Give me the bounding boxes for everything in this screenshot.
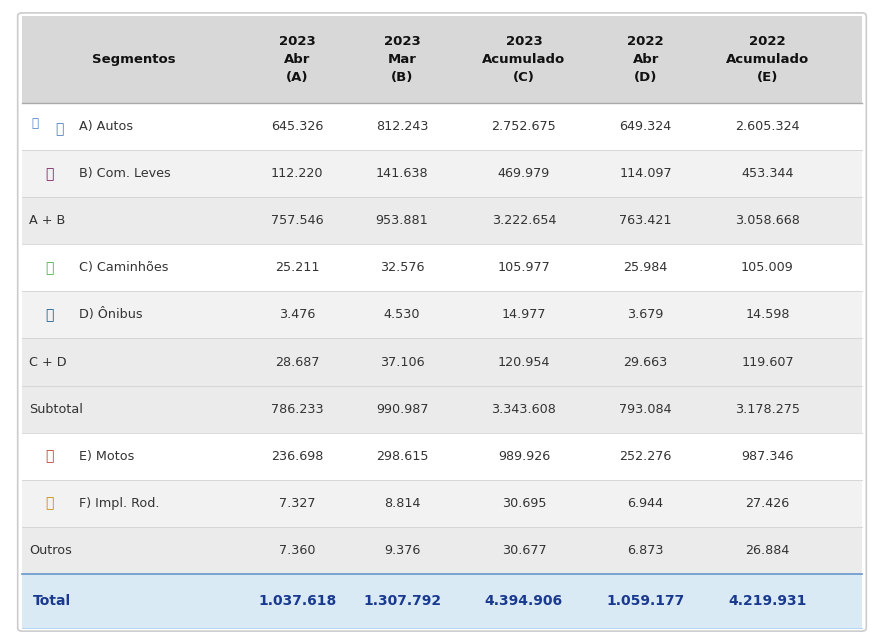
Text: 3.222.654: 3.222.654 — [492, 214, 556, 227]
Text: 2.605.324: 2.605.324 — [735, 120, 800, 133]
Text: 29.663: 29.663 — [623, 355, 667, 368]
Text: 30.677: 30.677 — [501, 544, 546, 557]
Text: A + B: A + B — [29, 214, 65, 227]
Text: 645.326: 645.326 — [271, 120, 324, 133]
Text: 649.324: 649.324 — [620, 120, 672, 133]
Text: 469.979: 469.979 — [498, 167, 550, 180]
Text: 27.426: 27.426 — [745, 497, 789, 509]
Text: 🚌: 🚌 — [45, 308, 54, 322]
Text: 4.219.931: 4.219.931 — [728, 594, 806, 608]
Text: 26.884: 26.884 — [745, 544, 789, 557]
Text: 🏍: 🏍 — [45, 449, 54, 463]
Text: 3.679: 3.679 — [628, 308, 664, 321]
Text: 3.058.668: 3.058.668 — [735, 214, 800, 227]
Text: 2022
Acumulado
(E): 2022 Acumulado (E) — [726, 35, 809, 84]
Bar — [22, 103, 862, 150]
Text: 8.814: 8.814 — [384, 497, 421, 509]
Text: 14.598: 14.598 — [745, 308, 789, 321]
Text: 141.638: 141.638 — [376, 167, 429, 180]
Text: 🚗: 🚗 — [32, 117, 39, 130]
Text: 2.752.675: 2.752.675 — [492, 120, 556, 133]
Text: C + D: C + D — [29, 355, 67, 368]
Text: 105.009: 105.009 — [741, 261, 794, 274]
Text: 7.360: 7.360 — [278, 544, 316, 557]
Bar — [22, 480, 862, 527]
Text: 30.695: 30.695 — [501, 497, 546, 509]
Text: 3.178.275: 3.178.275 — [735, 402, 800, 415]
Text: 6.944: 6.944 — [628, 497, 664, 509]
Text: 6.873: 6.873 — [628, 544, 664, 557]
Text: Segmentos: Segmentos — [92, 53, 175, 66]
Text: 757.546: 757.546 — [271, 214, 324, 227]
Text: 🚛: 🚛 — [45, 496, 54, 510]
Text: 793.084: 793.084 — [620, 402, 672, 415]
Text: 1.307.792: 1.307.792 — [363, 594, 441, 608]
Text: D) Ônibus: D) Ônibus — [79, 308, 142, 321]
Text: 28.687: 28.687 — [275, 355, 319, 368]
Bar — [22, 16, 862, 103]
Text: 298.615: 298.615 — [376, 450, 429, 462]
Text: 987.346: 987.346 — [741, 450, 794, 462]
Text: 105.977: 105.977 — [498, 261, 550, 274]
Text: 1.037.618: 1.037.618 — [258, 594, 336, 608]
Text: 786.233: 786.233 — [271, 402, 324, 415]
Text: 2023
Acumulado
(C): 2023 Acumulado (C) — [483, 35, 566, 84]
Text: 812.243: 812.243 — [376, 120, 429, 133]
Text: B) Com. Leves: B) Com. Leves — [79, 167, 171, 180]
Bar — [22, 339, 862, 386]
Bar — [22, 386, 862, 433]
Text: F) Impl. Rod.: F) Impl. Rod. — [79, 497, 159, 509]
Text: 252.276: 252.276 — [620, 450, 672, 462]
Text: 989.926: 989.926 — [498, 450, 550, 462]
Text: 120.954: 120.954 — [498, 355, 550, 368]
Text: E) Motos: E) Motos — [79, 450, 134, 462]
Text: 119.607: 119.607 — [741, 355, 794, 368]
Bar — [22, 197, 862, 244]
Text: 2023
Mar
(B): 2023 Mar (B) — [384, 35, 421, 84]
Text: 2022
Abr
(D): 2022 Abr (D) — [628, 35, 664, 84]
Text: 🚚: 🚚 — [45, 167, 54, 181]
Text: 25.984: 25.984 — [623, 261, 667, 274]
Text: 4.394.906: 4.394.906 — [484, 594, 563, 608]
Text: 763.421: 763.421 — [620, 214, 672, 227]
Text: 453.344: 453.344 — [741, 167, 794, 180]
Bar — [22, 527, 862, 574]
Text: 112.220: 112.220 — [271, 167, 324, 180]
Bar — [22, 433, 862, 480]
Bar — [22, 574, 862, 628]
Text: 🚗: 🚗 — [55, 122, 64, 136]
Text: C) Caminhões: C) Caminhões — [79, 261, 168, 274]
Text: Outros: Outros — [29, 544, 72, 557]
Bar — [22, 244, 862, 291]
Text: 990.987: 990.987 — [376, 402, 429, 415]
Text: 114.097: 114.097 — [620, 167, 672, 180]
Text: 1.059.177: 1.059.177 — [606, 594, 685, 608]
Text: 7.327: 7.327 — [278, 497, 316, 509]
Text: 2023
Abr
(A): 2023 Abr (A) — [278, 35, 316, 84]
Text: 37.106: 37.106 — [380, 355, 424, 368]
Text: 4.530: 4.530 — [384, 308, 421, 321]
Bar — [22, 291, 862, 339]
Text: Total: Total — [33, 594, 71, 608]
Text: Subtotal: Subtotal — [29, 402, 83, 415]
Text: 25.211: 25.211 — [275, 261, 319, 274]
Text: 🚌: 🚌 — [45, 261, 54, 275]
Text: 953.881: 953.881 — [376, 214, 429, 227]
Text: 9.376: 9.376 — [384, 544, 420, 557]
Text: 3.476: 3.476 — [279, 308, 316, 321]
Text: 236.698: 236.698 — [271, 450, 324, 462]
Text: 3.343.608: 3.343.608 — [492, 402, 556, 415]
Text: 32.576: 32.576 — [380, 261, 424, 274]
Text: A) Autos: A) Autos — [79, 120, 133, 133]
Text: 14.977: 14.977 — [501, 308, 546, 321]
Bar — [22, 150, 862, 197]
